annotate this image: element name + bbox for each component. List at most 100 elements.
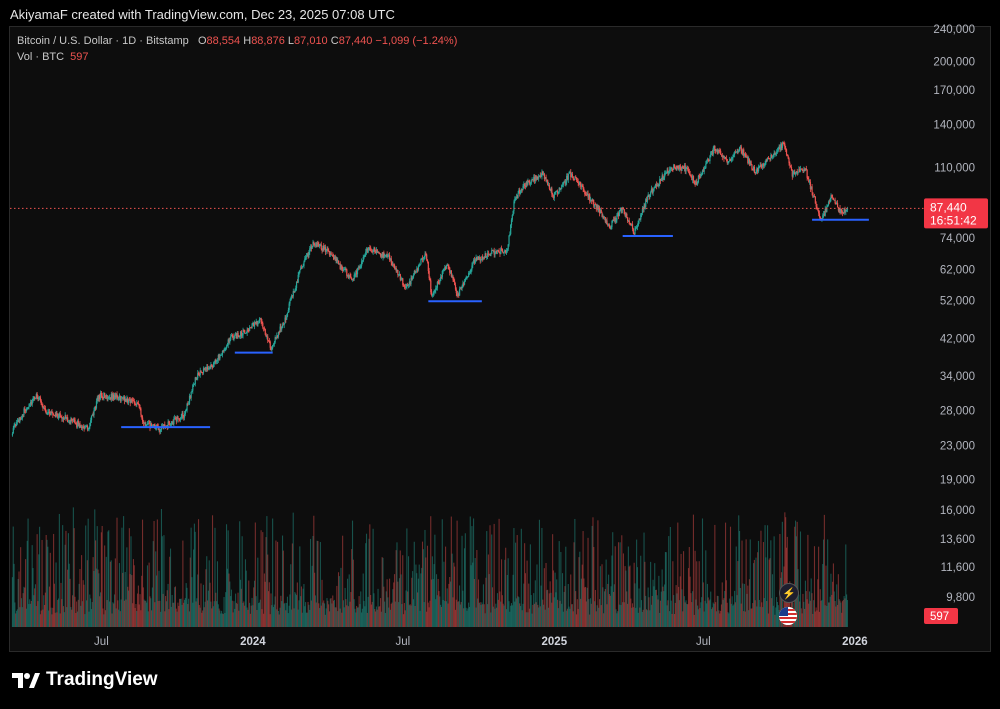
- candle-body: [581, 185, 583, 187]
- candle-body: [60, 416, 62, 418]
- volume-bar: [189, 557, 191, 627]
- volume-bar: [200, 583, 202, 627]
- volume-bar: [49, 552, 51, 627]
- candle-body: [309, 246, 312, 249]
- price-tag-countdown: 16:51:42: [930, 213, 977, 227]
- volume-bar: [739, 588, 741, 627]
- volume-bar: [629, 565, 631, 627]
- price-tag-box: [924, 198, 988, 229]
- candle-body: [268, 341, 270, 342]
- candle-body: [651, 188, 653, 193]
- volume-bar: [431, 579, 433, 627]
- volume-bar: [518, 597, 520, 627]
- volume-bar: [17, 578, 19, 627]
- volume-bar: [454, 566, 456, 627]
- candle-body: [687, 169, 690, 172]
- candle-body: [603, 217, 606, 219]
- candle-body: [740, 146, 742, 152]
- candle-body: [190, 391, 192, 398]
- candle-body: [156, 425, 159, 426]
- volume-bar: [591, 525, 593, 627]
- volume-bar: [690, 593, 692, 627]
- us-flag-icon[interactable]: [779, 607, 797, 625]
- volume-bar: [816, 610, 818, 627]
- volume-bar: [67, 533, 69, 627]
- volume-bar: [457, 601, 459, 627]
- volume-bar: [243, 601, 245, 627]
- candle-body: [423, 257, 425, 259]
- volume-bar: [315, 602, 317, 627]
- candle-body: [716, 150, 718, 154]
- symbol-name[interactable]: Bitcoin / U.S. Dollar · 1D · Bitstamp: [17, 35, 189, 47]
- candle-body: [660, 179, 662, 181]
- candle-body: [655, 184, 658, 187]
- volume-bar: [589, 598, 592, 627]
- volume-bar: [137, 593, 139, 627]
- candle-body: [542, 171, 544, 175]
- volume-bar: [154, 602, 156, 627]
- volume-bar: [196, 598, 198, 627]
- volume-bar: [619, 542, 621, 627]
- lightning-icon[interactable]: ⚡: [779, 583, 799, 603]
- volume-bar: [216, 561, 219, 627]
- candle-body: [679, 165, 681, 170]
- candle-body: [215, 359, 217, 363]
- chart-frame[interactable]: [9, 26, 991, 652]
- candle-body: [387, 256, 389, 258]
- volume-bar: [645, 609, 648, 627]
- volume-bar: [441, 519, 443, 627]
- candle-body: [58, 413, 61, 416]
- candle-body: [65, 415, 67, 420]
- volume-bar: [553, 597, 555, 627]
- candle-body: [380, 254, 382, 256]
- volume-bar: [622, 602, 624, 627]
- candle-body: [552, 194, 554, 196]
- volume-bar: [221, 613, 223, 627]
- volume-bar: [483, 604, 485, 627]
- volume-bar: [346, 605, 348, 627]
- candle-body: [109, 397, 111, 399]
- volume-bar: [601, 564, 603, 627]
- volume-label[interactable]: Vol · BTC: [17, 51, 65, 63]
- tradingview-brand[interactable]: TradingView: [12, 669, 158, 691]
- volume-bar: [634, 583, 636, 627]
- candle-body: [703, 168, 705, 172]
- price-tick-label: 9,800: [946, 592, 975, 604]
- volume-bar: [527, 612, 529, 627]
- candle-body: [117, 397, 119, 400]
- volume-bar: [417, 578, 419, 627]
- candle-body: [95, 401, 98, 409]
- candle-body: [131, 399, 133, 401]
- candle-body: [452, 276, 454, 280]
- candle-body: [733, 154, 735, 156]
- volume-bar: [452, 597, 454, 627]
- candle-body: [754, 172, 756, 174]
- candle-body: [104, 393, 106, 396]
- volume-bar: [70, 607, 72, 627]
- candle-body: [395, 267, 397, 272]
- volume-bar: [734, 590, 736, 627]
- volume-bar: [733, 604, 735, 627]
- volume-bar: [259, 599, 261, 627]
- volume-bar: [705, 550, 707, 627]
- candle-body: [722, 155, 724, 158]
- volume-bar: [215, 592, 217, 627]
- candle-body: [145, 425, 147, 426]
- volume-bar: [102, 608, 104, 627]
- candle-body: [766, 159, 768, 161]
- candle-body: [132, 400, 135, 402]
- volume-bar: [230, 596, 232, 627]
- candle-body: [221, 354, 223, 356]
- candle-body: [723, 155, 725, 159]
- volume-bar: [727, 612, 729, 627]
- candle-body: [752, 166, 755, 171]
- volume-bar: [175, 608, 177, 627]
- volume-bar: [506, 574, 508, 627]
- candle-body: [77, 421, 79, 426]
- volume-bar: [456, 520, 458, 627]
- candle-body: [629, 223, 631, 225]
- volume-bar: [389, 609, 391, 627]
- candle-body: [836, 203, 839, 208]
- candle-body: [50, 411, 52, 415]
